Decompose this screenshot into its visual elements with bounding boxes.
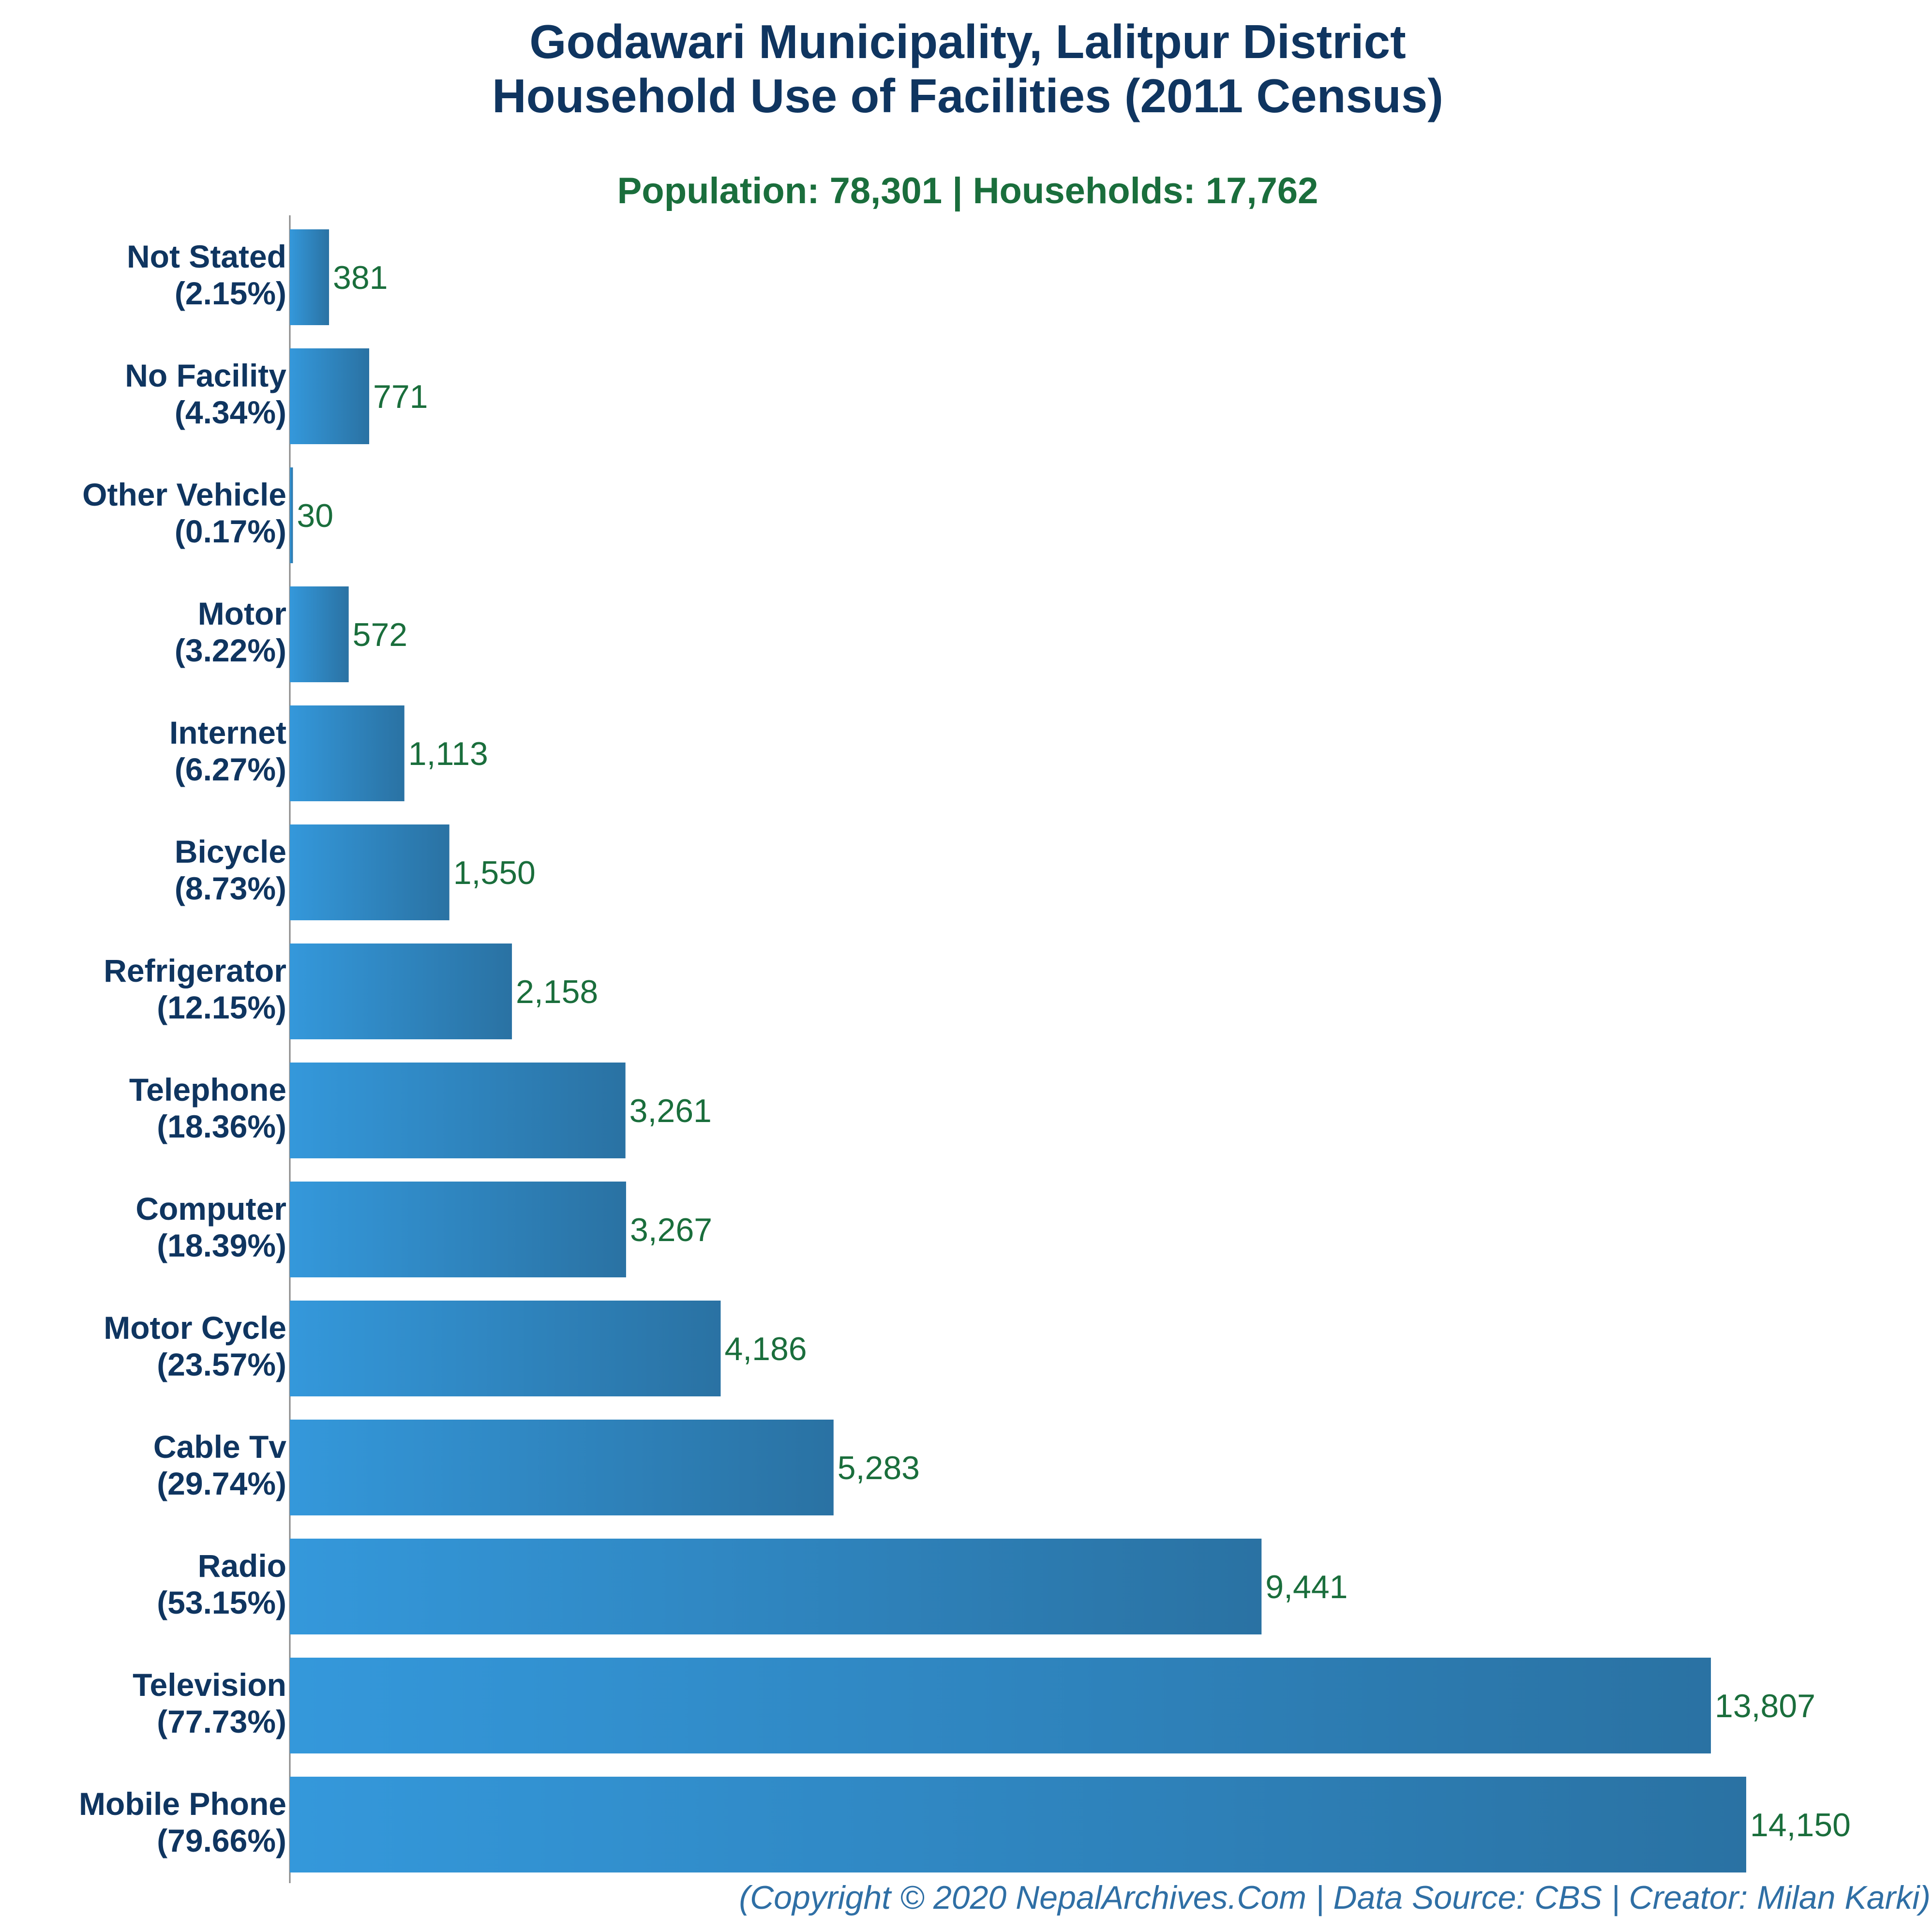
category-label: Motor: [198, 596, 286, 631]
value-label: 3,261: [629, 1093, 712, 1129]
category-label: Internet: [169, 715, 286, 750]
category-percent-label: (18.36%): [157, 1108, 286, 1144]
value-label: 13,807: [1715, 1688, 1815, 1724]
category-percent-label: (53.15%): [157, 1585, 286, 1620]
category-label: Refrigerator: [104, 953, 286, 988]
category-percent-label: (3.22%): [175, 632, 286, 668]
category-label: Bicycle: [175, 834, 286, 869]
bar-bicycle: [290, 824, 449, 920]
category-label: Television: [133, 1667, 286, 1703]
bar-motor: [290, 586, 349, 682]
value-label: 3,267: [630, 1212, 712, 1248]
value-label: 381: [333, 259, 388, 296]
chart-title-line-1: Godawari Municipality, Lalitpur District: [529, 15, 1406, 68]
category-label: No Facility: [125, 358, 286, 393]
category-percent-label: (79.66%): [157, 1823, 286, 1858]
category-percent-label: (23.57%): [157, 1347, 286, 1382]
value-label: 771: [373, 378, 428, 415]
bar-telephone: [290, 1063, 626, 1158]
category-percent-label: (18.39%): [157, 1228, 286, 1263]
bar-internet: [290, 705, 404, 801]
chart-subtitle: Population: 78,301 | Households: 17,762: [617, 170, 1318, 212]
value-label: 4,186: [724, 1331, 807, 1367]
bar-radio: [290, 1539, 1262, 1634]
bar-other-vehicle: [290, 467, 293, 563]
bar-series: 381 Not Stated(2.15%) 771 No Facility(4.34%…: [79, 229, 1851, 1872]
category-percent-label: (2.15%): [175, 275, 286, 311]
bar-television: [290, 1658, 1711, 1753]
bar-cable-tv: [290, 1420, 834, 1515]
value-label: 14,150: [1750, 1807, 1851, 1843]
value-label: 5,283: [838, 1450, 920, 1486]
category-percent-label: (8.73%): [175, 870, 286, 906]
value-label: 1,550: [453, 854, 536, 891]
value-label: 572: [353, 616, 407, 653]
bar-no-facility: [290, 348, 370, 444]
category-percent-label: (77.73%): [157, 1704, 286, 1739]
category-percent-label: (12.15%): [157, 989, 286, 1025]
value-label: 9,441: [1265, 1569, 1348, 1605]
category-label: Radio: [198, 1548, 286, 1584]
category-label: Mobile Phone: [79, 1786, 286, 1822]
category-label: Not Stated: [127, 239, 286, 274]
category-label: Computer: [135, 1191, 286, 1227]
bar-not-stated: [290, 229, 329, 325]
category-label: Telephone: [129, 1072, 286, 1108]
category-percent-label: (6.27%): [175, 751, 286, 787]
value-label: 30: [297, 497, 333, 534]
bar-mobile-phone: [290, 1777, 1746, 1872]
category-percent-label: (0.17%): [175, 513, 286, 549]
category-percent-label: (29.74%): [157, 1466, 286, 1501]
category-label: Cable Tv: [153, 1429, 286, 1465]
category-label: Other Vehicle: [82, 477, 286, 512]
category-percent-label: (4.34%): [175, 394, 286, 430]
bar-computer: [290, 1182, 626, 1277]
value-label: 1,113: [408, 735, 488, 772]
bar-motor-cycle: [290, 1301, 721, 1396]
bar-refrigerator: [290, 944, 512, 1039]
category-label: Motor Cycle: [104, 1310, 286, 1346]
value-label: 2,158: [516, 973, 598, 1010]
chart-credit: (Copyright © 2020 NepalArchives.Com | Da…: [739, 1879, 1931, 1916]
chart-title-line-2: Household Use of Facilities (2011 Census…: [492, 69, 1443, 122]
